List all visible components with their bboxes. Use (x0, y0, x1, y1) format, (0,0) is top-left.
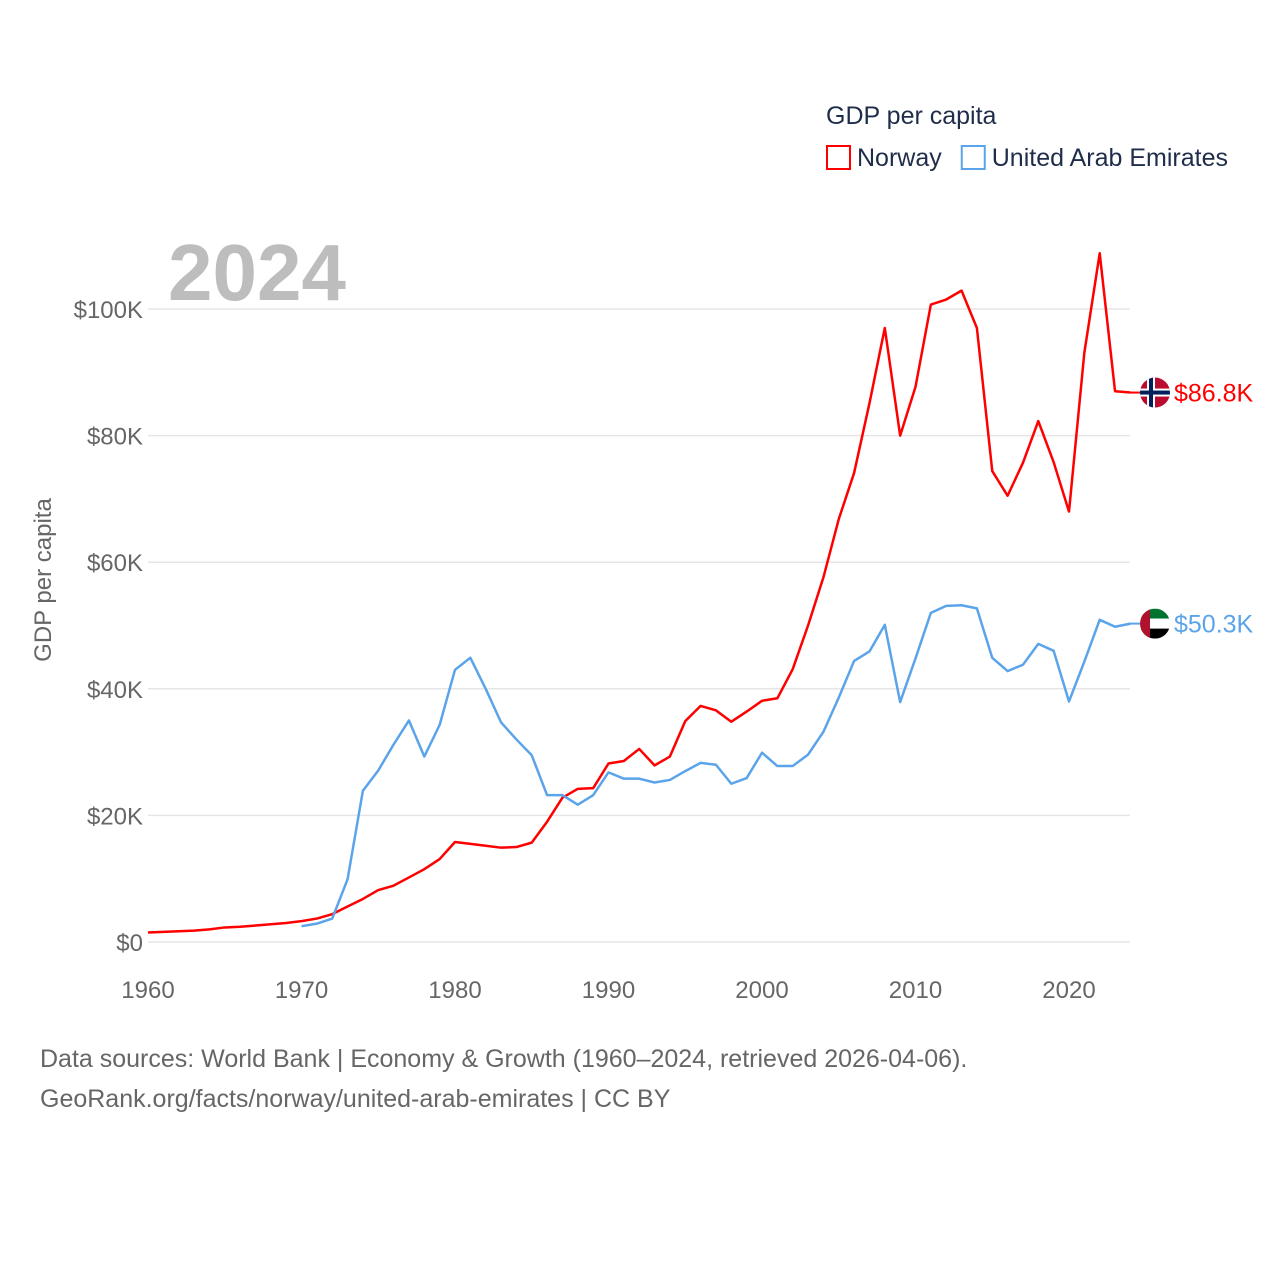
y-tick-label: $60K (87, 550, 143, 577)
y-tick-label: $20K (87, 803, 143, 830)
x-tick-label: 2000 (735, 977, 788, 1004)
year-label: 2024 (168, 228, 346, 317)
legend-label[interactable]: United Arab Emirates (992, 144, 1228, 172)
footer-link[interactable]: GeoRank.org/facts/norway/united-arab-emi… (40, 1085, 671, 1113)
legend-swatch (826, 145, 851, 170)
x-tick-label: 1970 (275, 977, 328, 1004)
series-line-norway (147, 252, 1131, 934)
uae-flag-icon (1140, 608, 1170, 639)
x-tick-label: 1960 (121, 977, 174, 1004)
y-tick-label: $40K (87, 677, 143, 704)
y-tick-label: $80K (87, 424, 143, 451)
y-tick-label: $100K (74, 297, 143, 324)
x-tick-label: 2010 (889, 977, 942, 1004)
end-value-label: $50.3K (1174, 611, 1254, 639)
x-tick-label: 1990 (582, 977, 635, 1004)
legend-title: GDP per capita (826, 102, 997, 130)
y-tick-label: $0 (116, 930, 143, 957)
y-axis-label: GDP per capita (30, 498, 57, 662)
legend-swatch (960, 145, 986, 170)
footer-sources: Data sources: World Bank | Economy & Gro… (40, 1045, 968, 1073)
norway-flag-icon (1140, 377, 1170, 408)
x-tick-label: 1980 (428, 977, 481, 1004)
series-line-united-arab-emirates (301, 603, 1131, 928)
x-tick-label: 2020 (1042, 977, 1095, 1004)
legend-label[interactable]: Norway (857, 144, 942, 172)
end-value-label: $86.8K (1174, 380, 1254, 408)
